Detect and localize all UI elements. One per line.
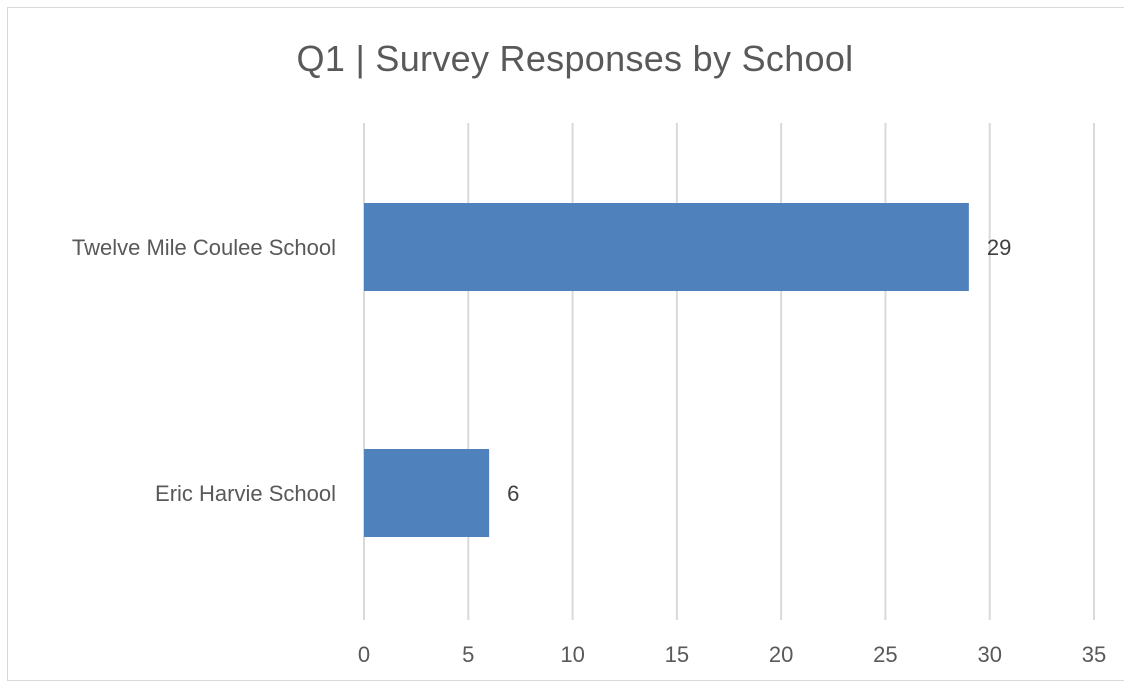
data-label: 6 (507, 481, 519, 506)
category-label: Eric Harvie School (155, 481, 336, 506)
x-tick-label: 15 (665, 642, 689, 667)
x-tick-label: 0 (358, 642, 370, 667)
x-tick-label: 20 (769, 642, 793, 667)
bar-1 (364, 449, 490, 537)
x-tick-label: 25 (873, 642, 897, 667)
chart-frame (7, 7, 1124, 681)
data-label: 29 (987, 235, 1011, 260)
category-label: Twelve Mile Coulee School (72, 235, 336, 260)
x-tick-label: 10 (560, 642, 584, 667)
chart-title: Q1 | Survey Responses by School (296, 38, 854, 79)
x-tick-label: 30 (977, 642, 1001, 667)
labels: 0 5 10 15 20 25 30 35 Twelve Mile Coulee School 2… (72, 235, 1106, 667)
x-tick-label: 5 (462, 642, 474, 667)
gridlines (363, 123, 1095, 620)
bar-0 (364, 203, 969, 291)
x-tick-label: 35 (1082, 642, 1106, 667)
bars (364, 203, 969, 537)
